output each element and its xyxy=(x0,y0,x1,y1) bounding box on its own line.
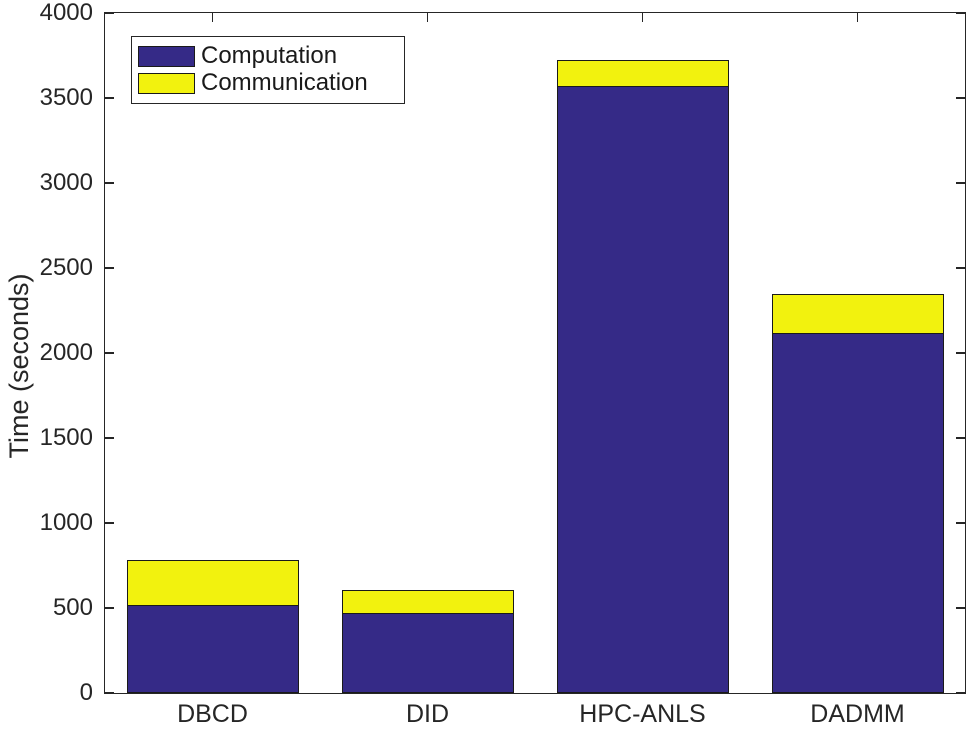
legend-item-communication: Communication xyxy=(138,69,396,96)
y-tick-mark-right xyxy=(956,607,965,609)
y-tick-mark-left xyxy=(105,522,114,524)
legend-swatch-communication-icon xyxy=(138,72,195,94)
y-tick-mark-left xyxy=(105,267,114,269)
bar-segment-communication xyxy=(126,560,299,606)
bar-segment-computation xyxy=(341,613,514,693)
x-tick-mark-top xyxy=(856,13,859,22)
y-tick-label: 500 xyxy=(52,594,93,621)
y-tick-label: 4000 xyxy=(39,0,93,26)
y-tick-mark-left xyxy=(105,182,114,184)
x-tick-label: DBCD xyxy=(177,700,248,728)
bar-segment-computation xyxy=(126,605,299,693)
x-tick-mark-top xyxy=(211,13,214,22)
x-tick-mark-top xyxy=(641,13,644,22)
legend-label-communication: Communication xyxy=(201,69,368,96)
y-tick-label: 1500 xyxy=(39,424,93,451)
x-tick-mark-top xyxy=(426,13,429,22)
y-tick-mark-left xyxy=(105,692,114,694)
y-tick-mark-right xyxy=(956,12,965,14)
y-tick-mark-right xyxy=(956,182,965,184)
y-tick-mark-left xyxy=(105,97,114,99)
x-tick-label: DADMM xyxy=(810,700,905,728)
x-tick-label: HPC-ANLS xyxy=(579,700,706,728)
y-tick-mark-right xyxy=(956,692,965,694)
bar-segment-communication xyxy=(341,590,514,614)
y-tick-label: 0 xyxy=(79,679,93,706)
legend-label-computation: Computation xyxy=(201,42,338,69)
bar-segment-communication xyxy=(556,59,729,87)
y-tick-mark-right xyxy=(956,97,965,99)
y-tick-mark-right xyxy=(956,437,965,439)
y-tick-mark-right xyxy=(956,522,965,524)
y-tick-mark-left xyxy=(105,437,114,439)
bar-segment-computation xyxy=(556,86,729,693)
y-tick-label: 3000 xyxy=(39,169,93,196)
y-tick-label: 2000 xyxy=(39,339,93,366)
y-tick-mark-left xyxy=(105,352,114,354)
y-tick-label: 3500 xyxy=(39,84,93,111)
bar-segment-communication xyxy=(771,293,944,333)
x-tick-label: DID xyxy=(405,700,450,728)
legend-swatch-computation-icon xyxy=(138,45,195,67)
y-tick-mark-right xyxy=(956,352,965,354)
bar-segment-computation xyxy=(771,332,944,693)
y-tick-label: 2500 xyxy=(39,254,93,281)
y-tick-label: 1000 xyxy=(39,509,93,536)
y-tick-mark-right xyxy=(956,267,965,269)
legend-item-computation: Computation xyxy=(138,42,396,69)
y-tick-mark-left xyxy=(105,12,114,14)
y-tick-mark-left xyxy=(105,607,114,609)
legend: Computation Communication xyxy=(131,36,405,104)
